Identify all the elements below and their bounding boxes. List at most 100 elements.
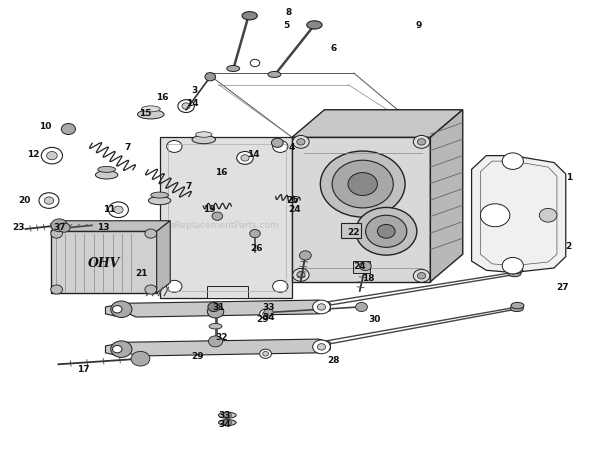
Text: 2: 2 bbox=[566, 241, 572, 250]
Text: 17: 17 bbox=[77, 364, 90, 374]
Polygon shape bbox=[51, 221, 170, 232]
Text: 20: 20 bbox=[18, 195, 31, 204]
Ellipse shape bbox=[263, 352, 268, 356]
Ellipse shape bbox=[209, 324, 222, 329]
Circle shape bbox=[178, 101, 194, 113]
Circle shape bbox=[205, 73, 215, 82]
Circle shape bbox=[100, 224, 114, 235]
Circle shape bbox=[212, 213, 222, 221]
Circle shape bbox=[250, 230, 260, 238]
Circle shape bbox=[297, 140, 305, 146]
Circle shape bbox=[313, 340, 330, 354]
Circle shape bbox=[366, 216, 407, 248]
Circle shape bbox=[208, 336, 222, 347]
Circle shape bbox=[241, 155, 249, 162]
Circle shape bbox=[145, 285, 157, 295]
Circle shape bbox=[297, 272, 305, 279]
Circle shape bbox=[300, 251, 312, 260]
Polygon shape bbox=[157, 221, 170, 294]
Text: 33: 33 bbox=[263, 303, 275, 312]
Text: 31: 31 bbox=[212, 303, 225, 312]
Circle shape bbox=[103, 227, 110, 232]
Circle shape bbox=[51, 285, 63, 295]
Text: 30: 30 bbox=[368, 314, 381, 323]
Circle shape bbox=[264, 309, 273, 316]
Text: 25: 25 bbox=[286, 195, 299, 204]
Circle shape bbox=[271, 139, 283, 148]
Text: 12: 12 bbox=[27, 150, 40, 158]
Circle shape bbox=[356, 208, 417, 256]
Text: 27: 27 bbox=[556, 282, 569, 291]
Text: 32: 32 bbox=[215, 333, 228, 341]
Polygon shape bbox=[353, 262, 371, 273]
Circle shape bbox=[317, 304, 326, 310]
Text: 11: 11 bbox=[103, 204, 116, 213]
Polygon shape bbox=[292, 111, 463, 138]
Text: 29: 29 bbox=[192, 351, 204, 360]
Circle shape bbox=[378, 225, 395, 239]
Ellipse shape bbox=[508, 271, 521, 277]
Text: 7: 7 bbox=[124, 143, 130, 151]
Circle shape bbox=[111, 302, 132, 318]
Text: 3: 3 bbox=[192, 85, 198, 95]
Circle shape bbox=[273, 281, 288, 293]
Circle shape bbox=[39, 193, 59, 209]
Text: 21: 21 bbox=[136, 269, 148, 277]
Circle shape bbox=[44, 197, 54, 205]
Circle shape bbox=[51, 219, 67, 232]
Circle shape bbox=[320, 152, 405, 218]
Text: 8: 8 bbox=[286, 8, 292, 17]
Text: 19: 19 bbox=[204, 204, 216, 213]
Ellipse shape bbox=[250, 60, 260, 67]
Circle shape bbox=[223, 412, 231, 419]
Text: 24: 24 bbox=[289, 204, 301, 213]
Polygon shape bbox=[106, 301, 330, 317]
Text: 14: 14 bbox=[186, 99, 198, 108]
Text: 4: 4 bbox=[289, 143, 295, 151]
Polygon shape bbox=[471, 156, 566, 273]
Ellipse shape bbox=[218, 420, 236, 425]
Text: 18: 18 bbox=[362, 273, 375, 282]
Ellipse shape bbox=[98, 167, 116, 173]
Ellipse shape bbox=[227, 67, 240, 73]
Circle shape bbox=[167, 141, 182, 153]
Circle shape bbox=[237, 152, 253, 165]
Circle shape bbox=[61, 124, 76, 135]
Circle shape bbox=[502, 258, 523, 274]
Circle shape bbox=[293, 136, 309, 149]
Ellipse shape bbox=[142, 106, 160, 112]
Text: 26: 26 bbox=[251, 243, 263, 252]
Circle shape bbox=[111, 341, 132, 358]
Circle shape bbox=[418, 140, 425, 146]
Circle shape bbox=[348, 173, 378, 196]
Circle shape bbox=[332, 161, 394, 208]
Text: 24: 24 bbox=[353, 262, 366, 271]
Circle shape bbox=[356, 303, 368, 312]
Text: 15: 15 bbox=[139, 108, 151, 118]
Circle shape bbox=[47, 152, 57, 160]
Ellipse shape bbox=[149, 197, 171, 205]
Circle shape bbox=[293, 269, 309, 282]
Text: 1: 1 bbox=[566, 173, 572, 181]
Circle shape bbox=[51, 230, 63, 239]
Text: 6: 6 bbox=[330, 44, 336, 53]
Circle shape bbox=[182, 104, 190, 110]
Ellipse shape bbox=[263, 312, 268, 316]
Circle shape bbox=[273, 141, 288, 153]
Ellipse shape bbox=[510, 268, 523, 274]
Text: 28: 28 bbox=[327, 355, 339, 364]
Text: 34: 34 bbox=[262, 312, 275, 321]
Ellipse shape bbox=[151, 193, 169, 199]
Ellipse shape bbox=[260, 309, 271, 319]
Circle shape bbox=[207, 305, 224, 318]
Circle shape bbox=[58, 224, 70, 233]
Text: 23: 23 bbox=[12, 223, 25, 232]
Ellipse shape bbox=[192, 136, 215, 145]
Circle shape bbox=[109, 202, 129, 218]
Ellipse shape bbox=[96, 171, 118, 179]
Polygon shape bbox=[106, 339, 330, 356]
Text: 34: 34 bbox=[218, 420, 231, 428]
Circle shape bbox=[539, 209, 557, 223]
Circle shape bbox=[359, 262, 371, 271]
Text: 9: 9 bbox=[415, 22, 422, 30]
